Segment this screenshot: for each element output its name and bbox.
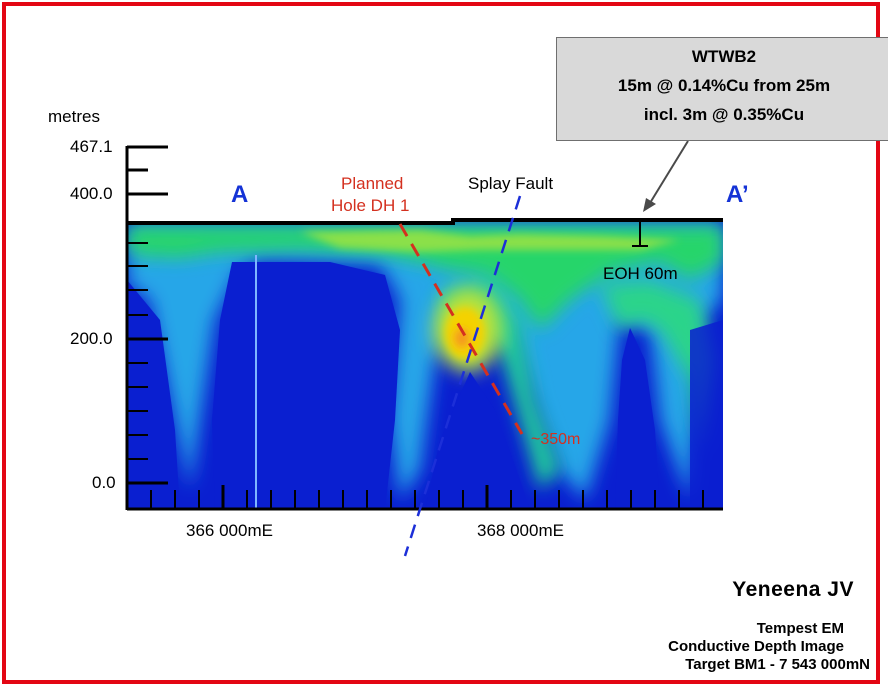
caption-line2: Conductive Depth Image [668, 638, 844, 655]
y-tick-label: 200.0 [70, 329, 113, 348]
callout-line1: 15m @ 0.14%Cu from 25m [617, 76, 831, 95]
y-axis [125, 145, 168, 510]
drill-result-callout: WTWB2 15m @ 0.14%Cu from 25m incl. 3m @ … [556, 37, 888, 141]
planned-hole-label-line1: Planned [341, 174, 404, 193]
x-tick-label: 366 000mE [186, 521, 273, 540]
project-name: Yeneena JV [732, 578, 854, 601]
y-axis-unit: metres [48, 107, 100, 126]
ground-surface [127, 218, 723, 225]
caption-line1: Tempest EM [756, 620, 844, 637]
x-axis [127, 485, 723, 511]
conductivity-image [127, 222, 723, 510]
resistive-dome-east [615, 328, 660, 510]
y-tick-label: 0.0 [92, 473, 116, 492]
caption-line3: Target BM1 - 7 543 000mN [685, 656, 870, 673]
y-tick-label: 467.1 [70, 137, 113, 156]
eoh-marker [632, 220, 648, 247]
figure-caption: Yeneena JV Tempest EM Conductive Depth I… [668, 578, 870, 674]
resistive-body-west-central [212, 262, 400, 510]
splay-fault-line [403, 195, 522, 557]
y-tick-label: 400.0 [70, 184, 113, 203]
red-border-frame [2, 2, 880, 684]
section-start-label: A [231, 181, 249, 208]
hole-depth-label: ~350m [531, 431, 581, 448]
callout-arrow [643, 140, 689, 212]
planned-hole-trace [398, 223, 524, 435]
section-end-label: A’ [726, 181, 749, 208]
callout-title: WTWB2 [691, 47, 757, 66]
eoh-label: EOH 60m [603, 264, 678, 283]
resistive-dome-central [425, 372, 530, 510]
splay-fault-label: Splay Fault [468, 174, 554, 193]
planned-hole-label-line2: Hole DH 1 [331, 196, 410, 215]
x-tick-label: 368 000mE [477, 521, 564, 540]
callout-line2: incl. 3m @ 0.35%Cu [643, 105, 805, 124]
